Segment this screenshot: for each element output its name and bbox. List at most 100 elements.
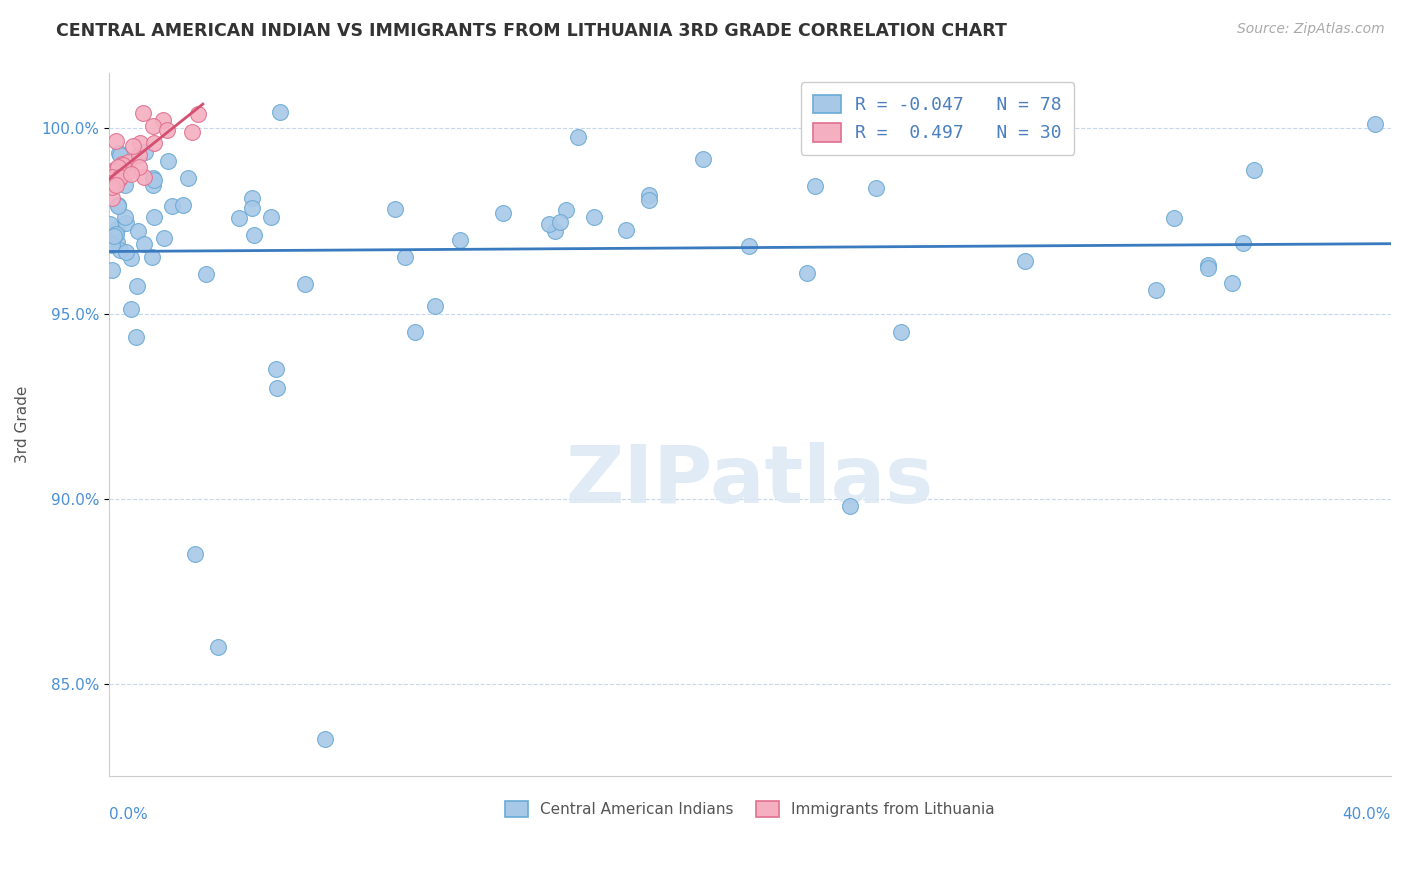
Point [115, 245, 138, 260]
Point [865, 180, 887, 194]
Point [294, 277, 316, 291]
Point [128, 160, 150, 174]
Point [120, 167, 142, 181]
Point [125, 330, 148, 344]
Text: 0.0%: 0.0% [108, 806, 148, 822]
Point [104, 163, 127, 178]
Point [114, 210, 136, 224]
Point [125, 279, 148, 293]
Point [803, 178, 825, 193]
Point [638, 193, 661, 207]
Point [423, 299, 446, 313]
Point [228, 211, 250, 226]
Point [101, 169, 124, 184]
Point [120, 302, 142, 317]
Point [111, 157, 134, 171]
Point [129, 136, 152, 151]
Point [101, 180, 124, 194]
Point [132, 105, 155, 120]
Point [269, 104, 291, 119]
Point [152, 112, 174, 127]
Point [132, 237, 155, 252]
Point [156, 123, 179, 137]
Point [449, 233, 471, 247]
Point [260, 210, 283, 224]
Point [839, 499, 862, 513]
Point [105, 235, 128, 250]
Point [143, 210, 166, 224]
Point [101, 237, 124, 252]
Point [187, 107, 209, 121]
Point [105, 227, 128, 242]
Text: CENTRAL AMERICAN INDIAN VS IMMIGRANTS FROM LITHUANIA 3RD GRADE CORRELATION CHART: CENTRAL AMERICAN INDIAN VS IMMIGRANTS FR… [56, 22, 1007, 40]
Point [207, 640, 229, 654]
Point [142, 178, 165, 192]
Point [796, 266, 818, 280]
Point [404, 325, 426, 339]
Point [103, 162, 125, 177]
Text: ZIPatlas: ZIPatlas [565, 442, 934, 520]
Point [242, 227, 264, 242]
Point [127, 224, 149, 238]
Point [548, 215, 571, 229]
Point [98, 176, 121, 190]
Point [134, 145, 156, 159]
Point [538, 217, 561, 231]
Point [384, 202, 406, 217]
Point [614, 222, 637, 236]
Point [142, 170, 165, 185]
Point [1197, 261, 1219, 276]
Point [583, 210, 606, 224]
Point [142, 119, 165, 133]
Point [132, 169, 155, 184]
Point [183, 547, 205, 561]
Y-axis label: 3rd Grade: 3rd Grade [15, 386, 30, 463]
Point [122, 139, 145, 153]
Point [157, 153, 180, 168]
Point [181, 125, 204, 139]
Point [108, 148, 131, 162]
Point [107, 198, 129, 212]
Point [394, 250, 416, 264]
Point [692, 152, 714, 166]
Point [177, 171, 200, 186]
Point [110, 243, 132, 257]
Point [1243, 163, 1265, 178]
Point [1232, 236, 1254, 251]
Point [115, 165, 138, 179]
Point [143, 136, 166, 150]
Point [1014, 254, 1036, 268]
Point [100, 236, 122, 251]
Legend: Central American Indians, Immigrants from Lithuania: Central American Indians, Immigrants fro… [498, 794, 1002, 825]
Text: 40.0%: 40.0% [1343, 806, 1391, 822]
Point [115, 216, 138, 230]
Point [108, 171, 131, 186]
Point [101, 191, 124, 205]
Point [100, 217, 122, 231]
Point [117, 155, 139, 169]
Point [120, 252, 142, 266]
Point [103, 228, 125, 243]
Point [160, 199, 183, 213]
Point [128, 148, 150, 162]
Point [638, 188, 661, 202]
Point [567, 130, 589, 145]
Point [240, 191, 263, 205]
Point [108, 169, 131, 184]
Point [107, 161, 129, 175]
Point [105, 178, 128, 193]
Point [314, 732, 336, 747]
Point [890, 325, 912, 339]
Point [1364, 117, 1386, 131]
Point [738, 239, 761, 253]
Point [1222, 277, 1244, 291]
Point [141, 250, 163, 264]
Point [107, 199, 129, 213]
Text: Source: ZipAtlas.com: Source: ZipAtlas.com [1237, 22, 1385, 37]
Point [105, 134, 128, 148]
Point [114, 178, 136, 192]
Point [153, 231, 176, 245]
Point [1198, 258, 1220, 272]
Point [142, 173, 165, 187]
Point [1144, 283, 1167, 297]
